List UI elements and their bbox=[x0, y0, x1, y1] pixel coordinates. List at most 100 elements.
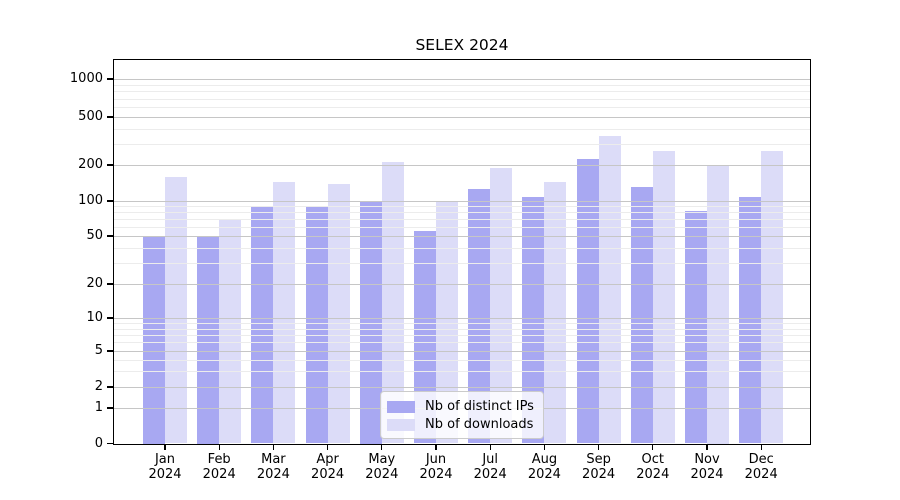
gridline-minor bbox=[114, 206, 810, 208]
x-axis-tick-label-sep: Sep 2024 bbox=[582, 452, 616, 482]
gridline-minor bbox=[114, 226, 810, 228]
x-axis-tick-label-jun: Jun 2024 bbox=[419, 452, 453, 482]
x-axis-tick-mark bbox=[435, 444, 437, 450]
gridline-minor bbox=[114, 323, 810, 325]
gridline-major bbox=[114, 284, 810, 285]
bar-distinct-ips-apr bbox=[305, 206, 328, 444]
bar-distinct-ips-jul bbox=[468, 189, 491, 444]
bar-downloads-mar bbox=[273, 181, 296, 444]
legend: Nb of distinct IPs Nb of downloads bbox=[380, 391, 544, 439]
x-axis-tick-mark bbox=[218, 444, 220, 450]
gridline-minor bbox=[114, 328, 810, 330]
bar-downloads-jan bbox=[165, 176, 187, 444]
y-axis-tick-mark bbox=[106, 350, 113, 352]
y-axis-tick-mark bbox=[106, 442, 113, 445]
gridline-minor bbox=[114, 371, 810, 373]
y-axis-tick-mark bbox=[106, 235, 113, 237]
y-axis-tick-label: 100 bbox=[78, 193, 103, 208]
x-axis-tick-label-feb: Feb 2024 bbox=[202, 452, 236, 482]
bar-downloads-aug bbox=[544, 181, 567, 444]
x-axis-tick-mark bbox=[760, 444, 762, 450]
y-axis-tick-mark bbox=[106, 317, 113, 319]
x-axis-tick-label-mar: Mar 2024 bbox=[256, 452, 290, 482]
bar-downloads-may bbox=[381, 162, 404, 444]
gridline-major bbox=[114, 201, 810, 202]
gridline-major bbox=[114, 236, 810, 237]
bar-downloads-dec bbox=[761, 151, 784, 444]
gridline-minor bbox=[114, 334, 810, 336]
y-axis-tick-mark bbox=[106, 407, 113, 409]
gridline-major bbox=[114, 351, 810, 352]
y-axis-tick-mark bbox=[106, 164, 113, 166]
gridline-major bbox=[114, 387, 810, 388]
bar-distinct-ips-nov bbox=[685, 211, 707, 444]
gridline-minor bbox=[114, 212, 810, 214]
y-axis-tick-label: 1000 bbox=[69, 71, 103, 86]
y-axis-tick-label: 500 bbox=[78, 109, 103, 124]
y-axis-tick-mark bbox=[106, 386, 113, 388]
bar-downloads-feb bbox=[219, 220, 242, 444]
gridline-minor bbox=[114, 128, 810, 130]
bar-downloads-nov bbox=[707, 165, 729, 444]
x-axis-tick-label-may: May 2024 bbox=[365, 452, 399, 482]
x-axis-tick-mark bbox=[597, 444, 600, 450]
y-axis-tick-mark bbox=[106, 283, 113, 285]
bar-distinct-ips-feb bbox=[197, 236, 220, 444]
x-axis-tick-mark bbox=[543, 444, 546, 450]
bar-downloads-jun bbox=[436, 202, 458, 444]
bar-distinct-ips-oct bbox=[630, 187, 653, 444]
legend-label-downloads: Nb of downloads bbox=[425, 417, 534, 432]
bar-distinct-ips-mar bbox=[251, 206, 274, 444]
bar-distinct-ips-dec bbox=[739, 197, 762, 444]
bar-distinct-ips-jan bbox=[143, 236, 165, 444]
y-axis-tick-label: 50 bbox=[86, 228, 103, 243]
y-axis-tick-label: 0 bbox=[94, 435, 103, 451]
x-axis-tick-label-jul: Jul 2024 bbox=[473, 452, 507, 482]
legend-swatch-downloads bbox=[387, 419, 415, 431]
x-axis-tick-mark bbox=[164, 444, 166, 450]
y-axis-tick-label: 1 bbox=[94, 400, 103, 415]
legend-swatch-distinct-ips bbox=[387, 401, 415, 413]
x-axis-tick-label-apr: Apr 2024 bbox=[311, 452, 345, 482]
y-axis-tick-label: 20 bbox=[86, 276, 103, 291]
bar-downloads-sep bbox=[598, 135, 621, 444]
legend-label-distinct-ips: Nb of distinct IPs bbox=[425, 399, 534, 414]
bar-distinct-ips-sep bbox=[576, 158, 599, 444]
bar-downloads-apr bbox=[327, 183, 350, 444]
x-axis-tick-label-aug: Aug 2024 bbox=[527, 452, 561, 482]
gridline-minor bbox=[114, 91, 810, 93]
x-axis-tick-label-nov: Nov 2024 bbox=[690, 452, 724, 482]
x-axis-tick-mark bbox=[652, 444, 654, 450]
x-axis-tick-mark bbox=[381, 444, 383, 450]
y-axis-tick-label: 200 bbox=[78, 157, 103, 172]
y-axis-tick-mark bbox=[106, 116, 113, 118]
gridline-minor bbox=[114, 247, 810, 249]
gridline-major bbox=[114, 79, 810, 80]
gridline-minor bbox=[114, 262, 810, 264]
x-axis-tick-label-oct: Oct 2024 bbox=[636, 452, 670, 482]
x-axis-tick-label-jan: Jan 2024 bbox=[148, 452, 182, 482]
bar-downloads-oct bbox=[652, 151, 675, 444]
gridline-minor bbox=[114, 107, 810, 108]
x-axis-tick-mark bbox=[326, 444, 329, 450]
x-axis-tick-mark bbox=[272, 444, 275, 450]
gridline-major bbox=[114, 318, 810, 319]
legend-entry-distinct-ips: Nb of distinct IPs bbox=[387, 398, 543, 416]
x-axis-tick-label-dec: Dec 2024 bbox=[744, 452, 778, 482]
y-axis-tick-label: 2 bbox=[94, 379, 103, 394]
gridline-major bbox=[114, 117, 810, 118]
legend-entry-downloads: Nb of downloads bbox=[387, 416, 543, 434]
gridline-major bbox=[114, 165, 810, 166]
gridline-minor bbox=[114, 98, 810, 100]
y-axis-tick-label: 5 bbox=[94, 343, 103, 358]
gridline-minor bbox=[114, 342, 810, 344]
chart-title: SELEX 2024 bbox=[415, 36, 509, 54]
y-axis-tick-mark bbox=[106, 200, 113, 202]
y-axis-tick-label: 10 bbox=[86, 310, 103, 325]
x-axis-tick-mark bbox=[706, 444, 708, 450]
gridline-minor bbox=[114, 84, 810, 86]
gridline-minor bbox=[114, 143, 810, 145]
bar-distinct-ips-aug bbox=[522, 197, 545, 444]
gridline-minor bbox=[114, 219, 810, 220]
